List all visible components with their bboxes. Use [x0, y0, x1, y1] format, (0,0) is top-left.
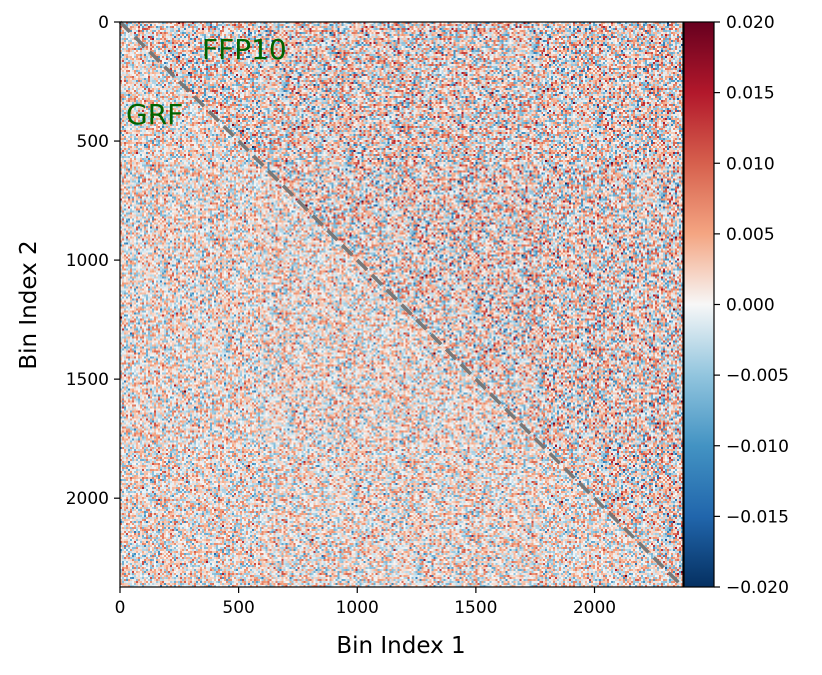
diagonal-dashed-line [118, 20, 685, 589]
colorbar-gradient [683, 21, 715, 588]
x-tick-label: 1000 [336, 598, 379, 618]
x-tick-label: 1500 [454, 598, 497, 618]
colorbar-tick-label: 0.010 [726, 154, 775, 174]
y-tick-label: 1000 [66, 251, 109, 271]
heatmap-frame [119, 21, 684, 588]
x-tick-label: 2000 [573, 598, 616, 618]
colorbar-tick-label: 0.020 [726, 13, 775, 33]
y-axis: 0 500 1000 1500 2000 [66, 13, 120, 509]
colorbar-ticks: 0.020 0.015 0.010 0.005 0.000 −0.005 −0.010 −0.… [714, 13, 789, 598]
x-tick-label: 500 [222, 598, 254, 618]
x-axis: 0 500 1000 1500 2000 [115, 587, 616, 618]
colorbar-tick-label: 0.000 [726, 296, 775, 316]
annotation-grf: GRF [126, 98, 183, 131]
y-tick-label: 2000 [66, 489, 109, 509]
colorbar-tick-label: 0.005 [726, 225, 775, 245]
y-axis-label: Bin Index 2 [16, 240, 42, 369]
x-tick-label: 0 [115, 598, 126, 618]
colorbar-tick-label: 0.015 [726, 84, 775, 104]
colorbar-tick-label: −0.005 [726, 366, 789, 386]
colorbar-tick-label: −0.015 [726, 507, 789, 527]
y-tick-label: 1500 [66, 370, 109, 390]
colorbar: 0.020 0.015 0.010 0.005 0.000 −0.005 −0.010 −0.… [683, 13, 789, 598]
y-tick-label: 500 [77, 132, 109, 152]
colorbar-tick-label: −0.010 [726, 437, 789, 457]
x-axis-label: Bin Index 1 [336, 633, 465, 659]
y-tick-label: 0 [98, 13, 109, 33]
annotation-ffp10: FFP10 [202, 33, 287, 66]
colorbar-tick-label: −0.020 [726, 578, 789, 598]
heatmap-plot-area: FFP10 GRF [118, 20, 685, 589]
